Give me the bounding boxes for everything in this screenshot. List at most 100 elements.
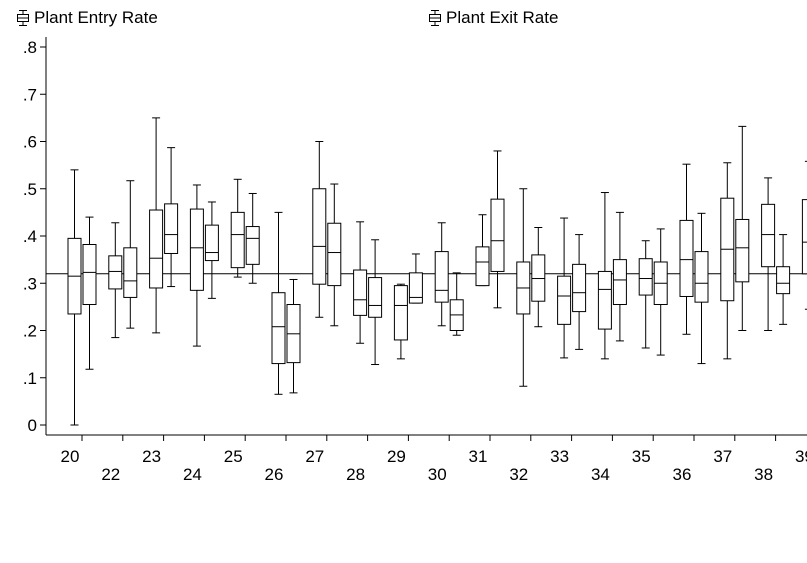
y-tick-label: .3 [23,274,37,293]
y-tick-label: .7 [23,85,37,104]
box-exit-30 [449,272,464,336]
y-tick-label: .2 [23,322,37,341]
box-exit-36 [694,212,709,365]
legend-label-exit: Plant Exit Rate [446,8,559,27]
box-iqr [434,251,449,303]
box-iqr [597,270,612,330]
box-entry-22 [108,222,123,339]
box-iqr [82,244,97,306]
box-iqr [393,285,408,341]
x-tick-label: 33 [550,447,569,466]
box-exit-26 [286,278,301,394]
x-tick-label: 20 [61,447,80,466]
box-exit-35 [653,228,668,356]
box-entry-34 [597,192,612,360]
box-exit-33 [572,234,587,350]
box-entry-27 [312,141,327,318]
box-entry-26 [271,211,286,395]
legend-entry-entry: Plant Entry Rate [16,8,158,28]
box-exit-29 [408,253,423,304]
box-iqr [271,292,286,365]
box-entry-28 [353,221,368,344]
box-exit-22 [123,180,138,329]
box-legend-icon [17,10,29,26]
box-entry-36 [679,163,694,335]
x-tick-label: 23 [142,447,161,466]
box-iqr [189,208,204,291]
box-iqr [475,246,490,287]
box-exit-23 [164,147,179,288]
box-exit-28 [368,239,383,366]
x-tick-label: 26 [265,465,284,484]
y-tick-label: .6 [23,133,37,152]
box-entry-29 [393,283,408,360]
box-entry-35 [638,240,653,349]
box-iqr [776,266,791,295]
box-exit-24 [204,201,219,299]
y-tick-label: .1 [23,369,37,388]
y-tick-label: .4 [23,227,37,246]
x-tick-label: 39 [795,447,807,466]
box-iqr [149,209,164,289]
box-iqr [735,218,750,283]
x-tick-label: 35 [632,447,651,466]
box-iqr [353,269,368,316]
x-tick-label: 37 [713,447,732,466]
x-tick-label: 31 [469,447,488,466]
x-tick-label: 28 [346,465,365,484]
x-tick-label: 27 [305,447,324,466]
box-entry-32 [516,188,531,387]
box-entry-37 [720,162,735,360]
box-entry-39 [801,160,807,310]
box-iqr [123,247,138,298]
box-iqr [801,199,807,275]
box-entry-20 [67,169,82,426]
box-entry-33 [557,217,572,359]
box-iqr [761,203,776,268]
box-iqr [408,272,423,304]
box-entry-24 [189,184,204,347]
box-exit-38 [776,234,791,325]
box-iqr [694,251,709,303]
box-iqr [164,203,179,254]
box-exit-34 [612,211,627,342]
box-entry-38 [761,177,776,331]
x-tick-label: 24 [183,465,202,484]
box-iqr [638,258,653,296]
x-tick-label: 25 [224,447,243,466]
x-tick-label: 22 [101,465,120,484]
box-iqr [557,275,572,325]
legend-entry-exit: Plant Exit Rate [428,8,558,28]
box-exit-25 [245,192,260,284]
x-tick-label: 30 [428,465,447,484]
y-tick-label: .5 [23,180,37,199]
box-exit-31 [490,150,505,309]
box-iqr [612,259,627,306]
box-entry-31 [475,214,490,287]
box-exit-27 [327,183,342,327]
box-iqr [490,198,505,272]
y-tick-label: 0 [28,416,37,435]
box-entry-23 [149,117,164,334]
box-iqr [312,188,327,285]
box-iqr [230,211,245,269]
box-legend-icon [429,10,441,26]
box-iqr [572,263,587,313]
box-iqr [679,219,694,297]
box-iqr [204,224,219,262]
box-iqr [245,226,260,265]
box-iqr [327,222,342,287]
box-iqr [368,277,383,318]
x-tick-label: 34 [591,465,610,484]
box-exit-37 [735,125,750,331]
box-iqr [108,255,123,290]
y-tick-label: .8 [23,38,37,57]
box-exit-32 [531,226,546,328]
x-tick-label: 36 [673,465,692,484]
box-entry-30 [434,222,449,327]
legend-label-entry: Plant Entry Rate [34,8,158,27]
box-entry-25 [230,178,245,278]
x-tick-label: 32 [509,465,528,484]
x-tick-label: 29 [387,447,406,466]
